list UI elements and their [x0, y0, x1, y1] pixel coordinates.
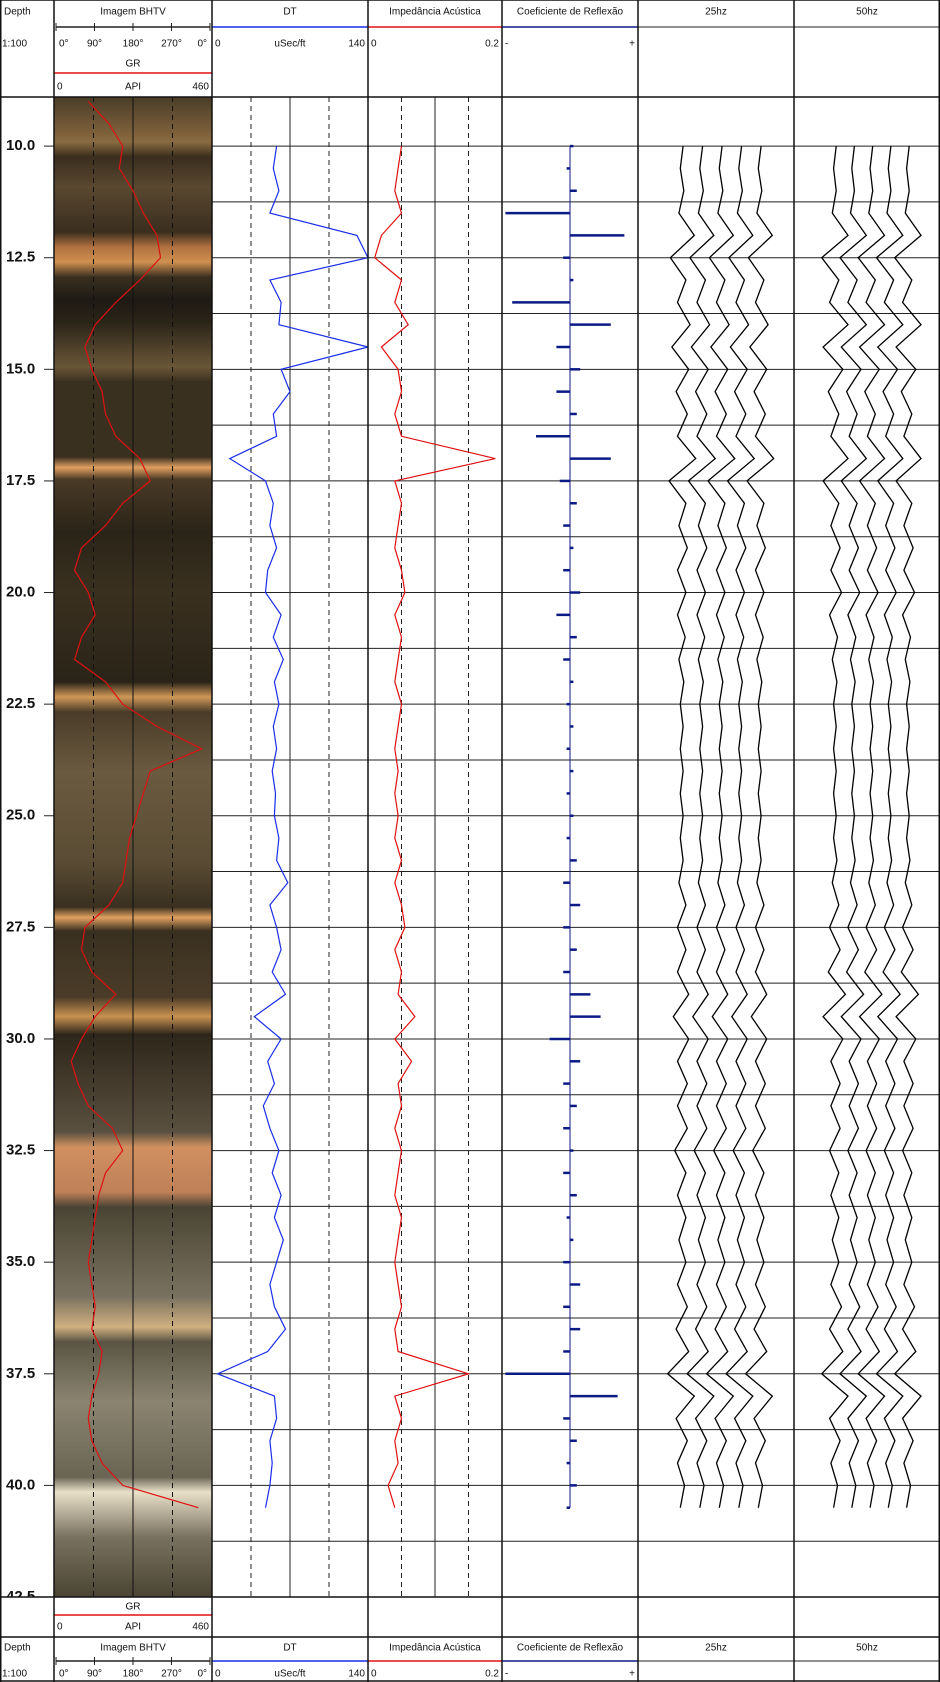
axis-tick-label: 0 [57, 1622, 63, 1633]
axis-tick-label: 0° [59, 39, 69, 50]
track-title: DT [283, 1643, 296, 1654]
depth-label: 22.5 [6, 695, 35, 712]
track-title: Imagem BHTV [100, 7, 166, 18]
unit-label: API [125, 82, 141, 93]
seismic-trace [746, 146, 774, 1508]
axis-tick-label: 140 [348, 39, 365, 50]
seismic-trace [895, 146, 921, 1508]
track-title: 50hz [856, 1643, 878, 1654]
unit-label: uSec/ft [274, 39, 305, 50]
axis-tick-label: 90° [87, 39, 102, 50]
axis-tick-label: 0.2 [485, 39, 499, 50]
track-title: DT [283, 7, 296, 18]
scale-label: 1:100 [2, 39, 27, 50]
axis-tick-label: 90° [87, 1669, 102, 1680]
track-title: Impedância Acústica [389, 7, 481, 18]
curve [218, 146, 368, 1508]
axis-tick-label: 0 [371, 39, 377, 50]
axis-tick-label: 0 [371, 1669, 377, 1680]
seismic-trace [668, 146, 696, 1508]
track-title: 25hz [705, 7, 727, 18]
track-title: Coeficiente de Reflexão [517, 7, 624, 18]
axis-tick-label: 270° [161, 39, 182, 50]
track-title: GR [126, 59, 141, 70]
well-log: 10.0 12.5 15.0 17.5 20.0 22.5 25.0 27.5 30.0 32.5… [0, 0, 940, 1682]
depth-label: 27.5 [6, 918, 35, 935]
depth-label: 10.0 [6, 137, 35, 154]
depth-label: 17.5 [6, 472, 35, 489]
axis-tick-label: 270° [161, 1669, 182, 1680]
axis-tick-label: 460 [192, 82, 209, 93]
axis-tick-label: 0° [197, 39, 207, 50]
depth-label: 30.0 [6, 1030, 35, 1047]
axis-tick-label: 0 [57, 82, 63, 93]
unit-label: API [125, 1622, 141, 1633]
seismic-trace [687, 146, 715, 1508]
track-title: Coeficiente de Reflexão [517, 1643, 624, 1654]
track-title: GR [126, 1602, 141, 1613]
axis-tick-label: - [505, 1669, 508, 1680]
seismic-trace [707, 146, 735, 1508]
depth-label: 37.5 [6, 1365, 35, 1382]
axis-tick-label: 460 [192, 1622, 209, 1633]
scale-label: 1:100 [2, 1669, 27, 1680]
track-title: Impedância Acústica [389, 1643, 481, 1654]
axis-tick-label: - [505, 39, 508, 50]
axis-tick-label: + [629, 39, 635, 50]
axis-tick-label: 0.2 [485, 1669, 499, 1680]
depth-header: Depth [4, 1643, 31, 1654]
axis-tick-label: + [629, 1669, 635, 1680]
depth-label: 25.0 [6, 807, 35, 824]
track-title: 50hz [856, 7, 878, 18]
axis-tick-label: 0 [215, 1669, 221, 1680]
axis-tick-label: 0° [59, 1669, 69, 1680]
axis-tick-label: 0° [197, 1669, 207, 1680]
track-title: Imagem BHTV [100, 1643, 166, 1654]
track-title: 25hz [705, 1643, 727, 1654]
depth-header: Depth [4, 7, 31, 18]
depth-label: 32.5 [6, 1142, 35, 1159]
axis-tick-label: 180° [123, 39, 144, 50]
axis-tick-label: 180° [123, 1669, 144, 1680]
depth-label: 40.0 [6, 1476, 35, 1493]
depth-label: 15.0 [6, 360, 35, 377]
depth-label: 35.0 [6, 1253, 35, 1270]
axis-tick-label: 0 [215, 39, 221, 50]
unit-label: uSec/ft [274, 1669, 305, 1680]
depth-label: 12.5 [6, 249, 35, 266]
seismic-trace [726, 146, 754, 1508]
axis-tick-label: 140 [348, 1669, 365, 1680]
depth-label: 20.0 [6, 584, 35, 601]
